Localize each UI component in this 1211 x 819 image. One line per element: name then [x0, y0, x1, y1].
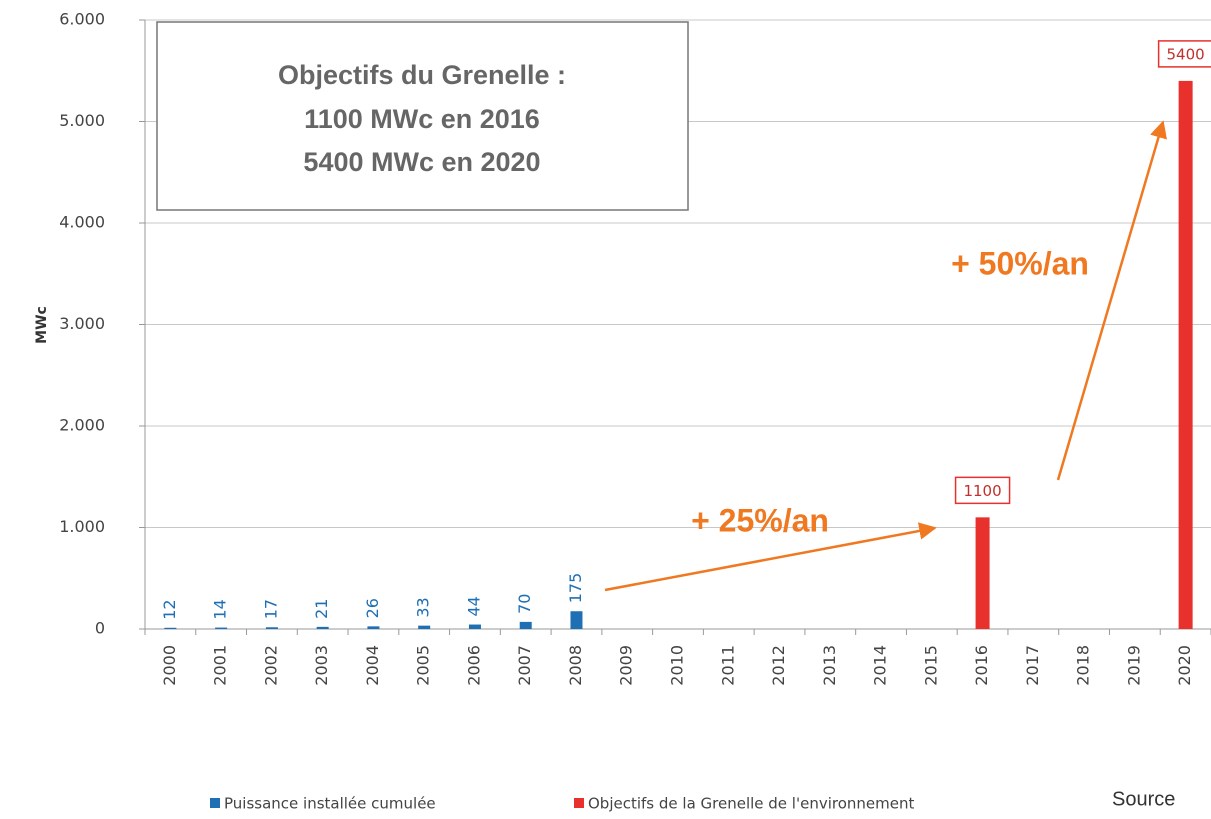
x-tick-label: 2012: [769, 645, 788, 686]
arrow: [604, 522, 937, 592]
x-tick-label: 2003: [312, 645, 331, 686]
annotation: + 25%/an: [691, 502, 829, 538]
data-label: 70: [515, 594, 534, 614]
box-line: Objectifs du Grenelle :: [278, 60, 566, 90]
x-tick-label: 2005: [414, 645, 433, 686]
data-label: 26: [363, 598, 382, 618]
x-tick-label: 2002: [261, 645, 280, 686]
bar: [164, 627, 177, 629]
y-tick-label: 2.000: [59, 416, 105, 435]
bar: [1178, 80, 1193, 629]
bar: [215, 627, 228, 629]
bar: [519, 621, 532, 629]
legend: Puissance installée cumulée Objectifs de …: [210, 795, 914, 813]
x-tick-label: 2011: [718, 645, 737, 686]
x-tick-label: 2000: [160, 645, 179, 686]
data-label: 14: [211, 599, 230, 619]
arrow: [1056, 120, 1167, 481]
x-tick-label: 2010: [668, 645, 687, 686]
legend-label: Objectifs de la Grenelle de l'environnem…: [588, 795, 914, 813]
x-tick-label: 2004: [363, 645, 382, 686]
bar: [468, 624, 481, 629]
x-tick-label: 2019: [1124, 645, 1143, 686]
box-line: 5400 MWc en 2020: [303, 147, 540, 177]
bar: [316, 626, 329, 629]
y-tick-label: 6.000: [59, 10, 105, 29]
y-axis-label: MWc: [34, 306, 50, 344]
data-label: 1100: [963, 482, 1001, 500]
data-label: 33: [414, 597, 433, 617]
y-tick-label: 4.000: [59, 213, 105, 232]
bar: [367, 626, 380, 629]
bar: [570, 611, 583, 629]
bar: [975, 517, 990, 629]
y-tick-label: 3.000: [59, 314, 105, 333]
legend-swatch: [210, 798, 220, 808]
y-tick-label: 0: [95, 619, 105, 638]
x-tick-label: 2018: [1074, 645, 1093, 686]
y-tick-label: 5.000: [59, 111, 105, 130]
box-line: 1100 MWc en 2016: [304, 104, 540, 134]
x-tick-label: 2016: [972, 645, 991, 686]
x-tick-label: 2020: [1175, 645, 1194, 686]
data-label: 21: [312, 599, 331, 619]
legend-label: Puissance installée cumulée: [224, 795, 436, 813]
bar: [418, 625, 431, 629]
data-label-box: [954, 476, 1011, 505]
x-tick-label: 2015: [921, 645, 940, 686]
data-label: 175: [566, 573, 585, 604]
data-label: 5400: [1167, 45, 1205, 63]
x-tick-label: 2007: [515, 645, 534, 686]
x-tick-label: 2008: [566, 645, 585, 686]
x-tick-label: 2001: [211, 645, 230, 686]
legend-swatch: [574, 798, 584, 808]
source: Source: [1112, 788, 1175, 810]
data-label: 44: [464, 596, 483, 616]
x-tick-label: 2017: [1023, 645, 1042, 686]
x-tick-label: 2014: [871, 645, 890, 686]
x-tick-label: 2006: [464, 645, 483, 686]
y-tick-label: 1.000: [59, 517, 105, 536]
data-label: 12: [160, 599, 179, 619]
info-box: [156, 21, 689, 211]
x-tick-label: 2009: [617, 645, 636, 686]
bar: [265, 627, 278, 629]
x-tick-label: 2013: [820, 645, 839, 686]
data-label: 17: [261, 599, 280, 619]
data-label-box: [1157, 40, 1211, 68]
annotation: + 50%/an: [951, 245, 1089, 281]
